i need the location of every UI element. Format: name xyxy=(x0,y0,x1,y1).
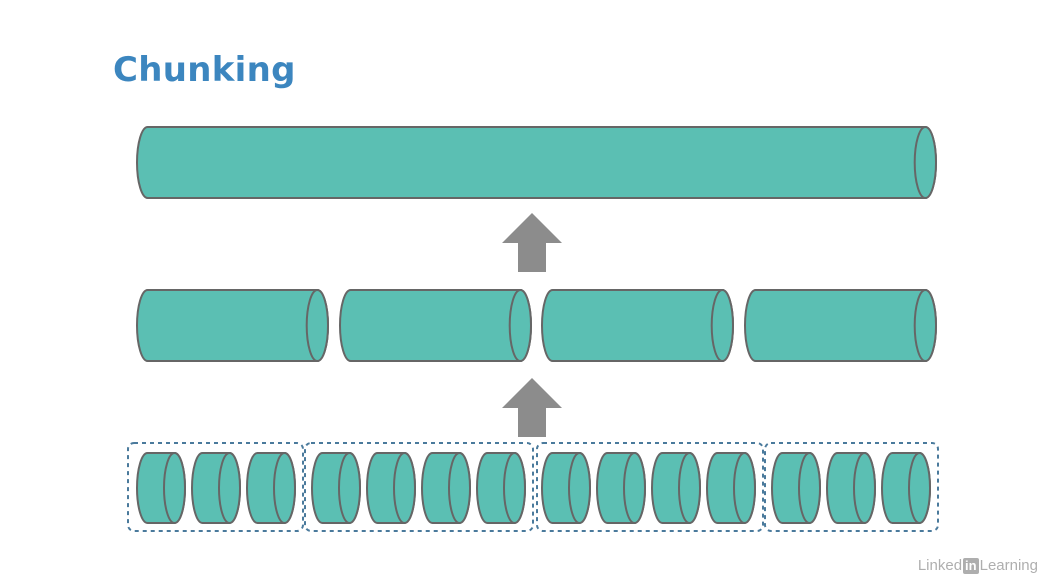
chunk-group-box xyxy=(536,442,764,532)
chunk-cylinder xyxy=(339,289,532,362)
logo-text-prefix: Linked xyxy=(917,557,963,574)
chunk-cylinder xyxy=(541,289,734,362)
item-cylinder xyxy=(421,452,471,524)
item-cylinder xyxy=(191,452,241,524)
item-cylinder xyxy=(881,452,931,524)
arrows-layer xyxy=(502,213,562,437)
chunk-group-box xyxy=(304,442,534,532)
logo-in-box: in xyxy=(963,557,979,574)
item-cylinder xyxy=(366,452,416,524)
chunk-cylinder xyxy=(136,289,330,362)
item-cylinder xyxy=(826,452,876,524)
item-cylinder xyxy=(651,452,701,524)
item-cylinder xyxy=(476,452,526,524)
item-cylinder xyxy=(246,452,296,524)
item-cylinder xyxy=(311,452,361,524)
cylinders-layer xyxy=(136,126,937,524)
up-arrow-icon xyxy=(502,378,562,437)
linkedin-learning-logo: Linked in Learning xyxy=(918,557,1038,574)
chunk-group-box xyxy=(764,442,939,532)
item-cylinder xyxy=(706,452,756,524)
logo-text-suffix: Learning xyxy=(979,557,1038,574)
up-arrow-icon xyxy=(502,213,562,272)
item-cylinder xyxy=(596,452,646,524)
whole-cylinder xyxy=(136,126,937,199)
item-cylinder xyxy=(541,452,591,524)
page-title: Chunking xyxy=(113,50,296,90)
chunk-group-box xyxy=(127,442,304,532)
item-cylinder xyxy=(136,452,186,524)
group-boxes-layer xyxy=(127,442,939,532)
chunk-cylinder xyxy=(744,289,937,362)
item-cylinder xyxy=(771,452,821,524)
